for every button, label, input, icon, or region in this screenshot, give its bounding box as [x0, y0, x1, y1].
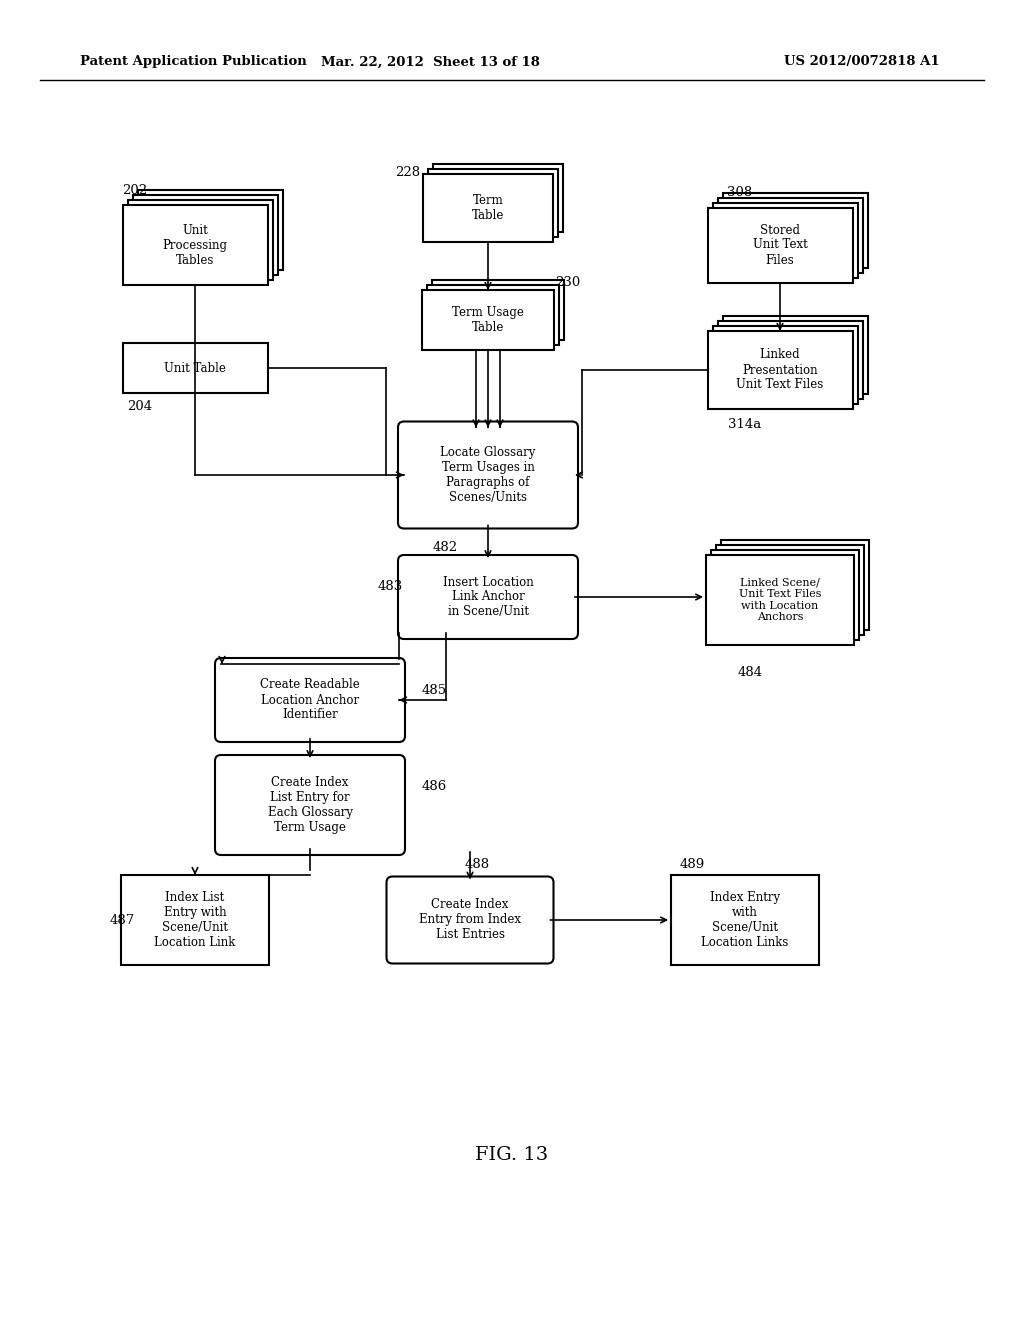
Text: Create Readable
Location Anchor
Identifier: Create Readable Location Anchor Identifi… [260, 678, 359, 722]
Text: 482: 482 [433, 541, 458, 554]
Text: Locate Glossary
Term Usages in
Paragraphs of
Scenes/Units: Locate Glossary Term Usages in Paragraph… [440, 446, 536, 504]
Bar [427, 285, 559, 345]
Bar [428, 169, 558, 238]
Text: Term
Table: Term Table [472, 194, 504, 222]
Bar [137, 190, 283, 271]
Bar [708, 207, 853, 282]
Text: Insert Location
Link Anchor
in Scene/Unit: Insert Location Link Anchor in Scene/Uni… [442, 576, 534, 619]
Text: FIG. 13: FIG. 13 [475, 1146, 549, 1164]
Bar [432, 280, 564, 341]
Bar [132, 195, 278, 275]
Bar [716, 545, 864, 635]
Bar [713, 202, 857, 277]
Text: 228: 228 [395, 166, 421, 180]
Bar [422, 290, 554, 350]
Bar [718, 321, 862, 399]
Text: Create Index
Entry from Index
List Entries: Create Index Entry from Index List Entri… [419, 899, 521, 941]
Bar [433, 164, 563, 232]
Text: Term Usage
Table: Term Usage Table [452, 306, 524, 334]
FancyBboxPatch shape [215, 755, 406, 855]
Bar [718, 198, 862, 272]
Text: Stored
Unit Text
Files: Stored Unit Text Files [753, 223, 807, 267]
Text: Unit
Processing
Tables: Unit Processing Tables [163, 223, 227, 267]
Text: 230: 230 [555, 276, 581, 289]
Bar [121, 875, 269, 965]
Text: 489: 489 [680, 858, 706, 871]
Bar [123, 205, 267, 285]
Text: Create Index
List Entry for
Each Glossary
Term Usage: Create Index List Entry for Each Glossar… [267, 776, 352, 834]
Text: 483: 483 [378, 581, 403, 594]
Text: Unit Table: Unit Table [164, 362, 226, 375]
Bar [723, 315, 867, 393]
Text: US 2012/0072818 A1: US 2012/0072818 A1 [784, 55, 940, 69]
Text: 488: 488 [465, 858, 490, 871]
Text: 314a: 314a [728, 418, 762, 432]
Bar [128, 201, 272, 280]
Text: 308: 308 [727, 186, 753, 199]
Bar [721, 540, 869, 630]
Text: Mar. 22, 2012  Sheet 13 of 18: Mar. 22, 2012 Sheet 13 of 18 [321, 55, 540, 69]
Bar [711, 550, 859, 640]
Bar [706, 554, 854, 645]
Text: 202: 202 [123, 183, 147, 197]
Bar [723, 193, 867, 268]
Text: 485: 485 [422, 684, 447, 697]
Text: 486: 486 [422, 780, 447, 793]
Text: 487: 487 [110, 913, 135, 927]
FancyBboxPatch shape [398, 421, 578, 528]
FancyBboxPatch shape [398, 554, 578, 639]
Bar [671, 875, 819, 965]
FancyBboxPatch shape [215, 657, 406, 742]
Text: 484: 484 [737, 665, 763, 678]
Bar [423, 174, 553, 242]
Bar [708, 331, 853, 409]
Text: Linked Scene/
Unit Text Files
with Location
Anchors: Linked Scene/ Unit Text Files with Locat… [738, 578, 821, 623]
FancyBboxPatch shape [386, 876, 554, 964]
Text: Linked
Presentation
Unit Text Files: Linked Presentation Unit Text Files [736, 348, 823, 392]
Bar [713, 326, 857, 404]
Text: 204: 204 [127, 400, 153, 412]
Text: Patent Application Publication: Patent Application Publication [80, 55, 307, 69]
Bar [123, 343, 267, 393]
Text: Index List
Entry with
Scene/Unit
Location Link: Index List Entry with Scene/Unit Locatio… [155, 891, 236, 949]
Text: Index Entry
with
Scene/Unit
Location Links: Index Entry with Scene/Unit Location Lin… [701, 891, 788, 949]
